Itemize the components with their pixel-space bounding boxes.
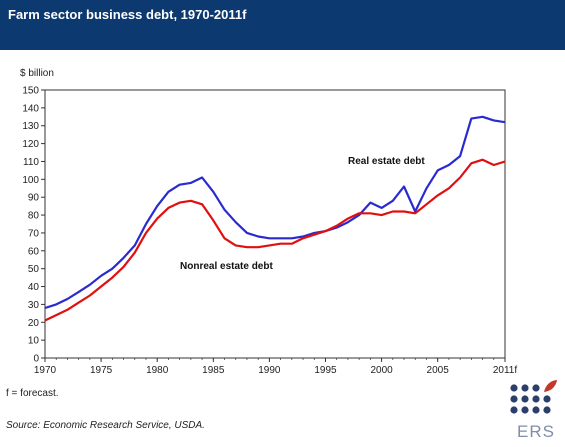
logo-leaf-icon <box>544 380 557 392</box>
x-tick-label: 1970 <box>34 365 57 376</box>
x-tick-label: 2005 <box>427 365 450 376</box>
logo-dot <box>543 395 551 403</box>
logo-dot <box>532 406 540 414</box>
chart-title: Farm sector business debt, 1970-2011f <box>8 7 247 22</box>
logo-dot <box>521 406 529 414</box>
plot-area: $ billion 0 10 20 30 40 50 60 70 80 90 100 110 120 130… <box>20 68 517 376</box>
ers-logo: ERS <box>508 378 558 443</box>
logo-dot <box>510 384 518 392</box>
logo-dot <box>532 395 540 403</box>
y-tick-label: 70 <box>28 228 40 239</box>
ers-logo-text: ERS <box>517 422 555 441</box>
ers-dots-icon <box>510 380 557 414</box>
logo-dot <box>521 384 529 392</box>
series-line-real-estate <box>44 115 506 310</box>
y-tick-label: 40 <box>28 282 40 293</box>
title-bar: Farm sector business debt, 1970-2011f <box>0 0 565 50</box>
y-tick-label: 100 <box>22 175 39 186</box>
source-note: Source: Economic Research Service, USDA. <box>6 420 205 431</box>
y-tick-label: 130 <box>22 121 39 132</box>
x-tick-label: 1975 <box>90 365 113 376</box>
y-tick-label: 90 <box>28 193 40 204</box>
y-tick-label: 140 <box>22 103 39 114</box>
y-tick-label: 50 <box>28 264 40 275</box>
x-tick-label: 1985 <box>202 365 225 376</box>
y-tick-label: 30 <box>28 300 40 311</box>
series-line-nonreal-estate <box>44 158 506 322</box>
x-tick-label: 2011f <box>493 365 518 376</box>
y-tick-label: 0 <box>33 354 39 365</box>
y-tick-label: 10 <box>28 336 40 347</box>
footnote: f = forecast. <box>6 388 59 399</box>
x-tick-label: 1990 <box>258 365 281 376</box>
y-tick-label: 150 <box>22 86 39 97</box>
logo-dot <box>521 395 529 403</box>
y-axis-unit-label: $ billion <box>20 68 54 79</box>
y-tick-label: 20 <box>28 318 40 329</box>
logo-dot <box>510 406 518 414</box>
series-label-nonreal-estate: Nonreal estate debt <box>180 261 273 272</box>
y-tick-label: 60 <box>28 246 40 257</box>
plot-frame <box>44 89 506 359</box>
logo-dot <box>532 384 540 392</box>
y-tick-label: 120 <box>22 139 39 150</box>
series-label-real-estate: Real estate debt <box>348 156 425 167</box>
y-tick-label: 80 <box>28 211 40 222</box>
logo-dot <box>543 406 551 414</box>
x-tick-label: 2000 <box>370 365 393 376</box>
x-tick-label: 1995 <box>314 365 337 376</box>
y-tick-label: 110 <box>23 157 39 168</box>
x-tick-label: 1980 <box>146 365 169 376</box>
logo-dot <box>510 395 518 403</box>
